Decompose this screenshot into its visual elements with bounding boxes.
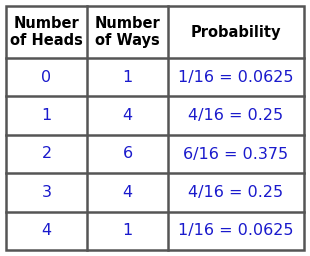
Text: Probability: Probability	[191, 25, 281, 39]
Text: 4: 4	[122, 108, 133, 123]
Text: 1/16 = 0.0625: 1/16 = 0.0625	[178, 70, 294, 85]
Text: 4: 4	[42, 223, 51, 238]
Text: 4/16 = 0.25: 4/16 = 0.25	[188, 185, 284, 200]
Text: 6: 6	[122, 146, 133, 162]
Text: 4: 4	[122, 185, 133, 200]
Text: 6/16 = 0.375: 6/16 = 0.375	[184, 146, 289, 162]
Text: Number
of Heads: Number of Heads	[10, 16, 83, 48]
Text: 1: 1	[122, 223, 133, 238]
Text: 1/16 = 0.0625: 1/16 = 0.0625	[178, 223, 294, 238]
Text: Number
of Ways: Number of Ways	[95, 16, 161, 48]
Text: 1: 1	[122, 70, 133, 85]
Text: 1: 1	[42, 108, 52, 123]
Text: 0: 0	[42, 70, 51, 85]
Text: 3: 3	[42, 185, 51, 200]
Text: 2: 2	[42, 146, 51, 162]
Text: 4/16 = 0.25: 4/16 = 0.25	[188, 108, 284, 123]
